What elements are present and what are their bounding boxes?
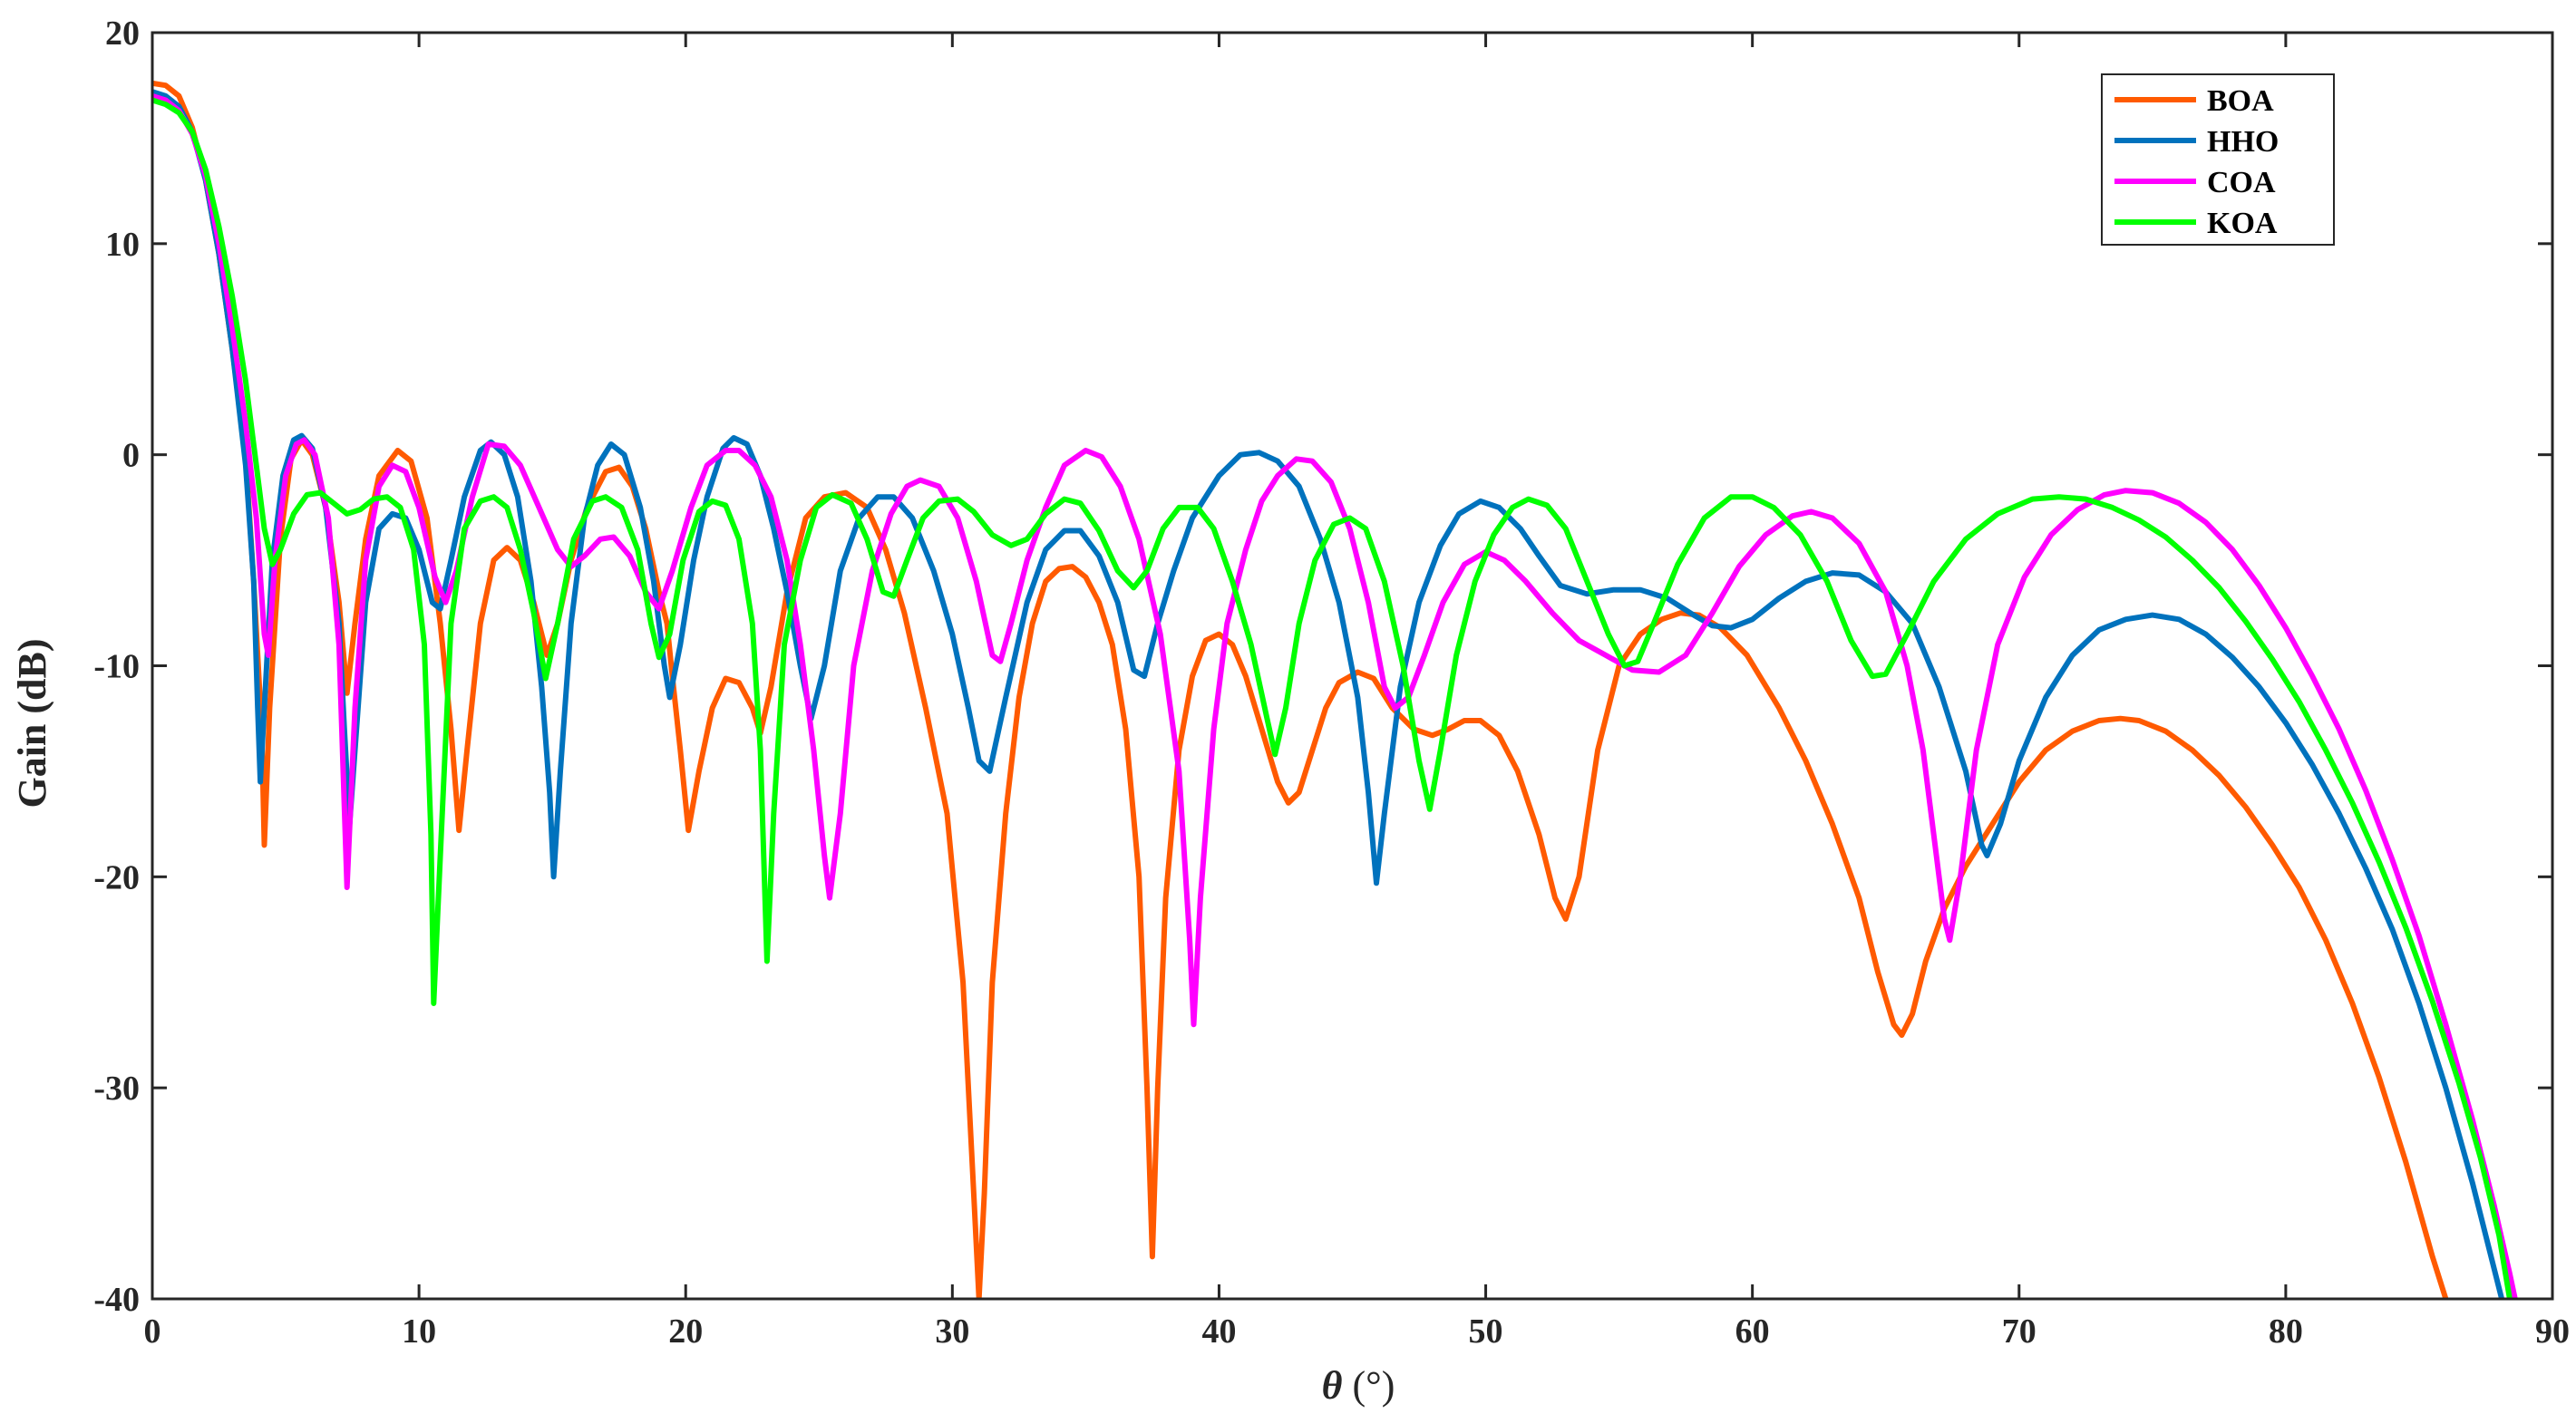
y-tick-label: -30 <box>93 1070 140 1108</box>
x-tick-label: 30 <box>935 1312 969 1351</box>
legend-item-hho: HHO <box>2114 125 2279 159</box>
legend-box <box>2101 73 2335 246</box>
x-tick-label: 80 <box>2269 1312 2303 1351</box>
legend-label: BOA <box>2207 84 2274 118</box>
y-tick-label: -40 <box>93 1281 140 1319</box>
legend-label: COA <box>2207 166 2276 199</box>
series-line-hho <box>152 89 2505 1299</box>
series-line-coa <box>152 92 2518 1299</box>
y-tick-label: -10 <box>93 648 140 686</box>
ticks-layer <box>151 31 2554 1301</box>
x-tick-label: 20 <box>668 1312 703 1351</box>
legend-item-coa: COA <box>2114 166 2276 199</box>
legend-item-boa: BOA <box>2114 84 2274 118</box>
legend-label: KOA <box>2207 207 2278 240</box>
x-axis-label-symbol: θ <box>1322 1363 1343 1408</box>
x-axis-label-unit: (°) <box>1342 1363 1395 1408</box>
x-tick-label: 60 <box>1735 1312 1770 1351</box>
y-axis-label: Gain (dB) <box>10 638 54 808</box>
y-tick-label: -20 <box>93 858 140 896</box>
x-tick-label: 40 <box>1201 1312 1236 1351</box>
legend-items: BOA HHO COA KOA <box>2114 84 2279 240</box>
x-tick-label: 90 <box>2535 1312 2570 1351</box>
y-tick-label: 10 <box>105 226 140 264</box>
tick-labels-layer: 0 10 20 30 40 50 60 70 80 90 -40 -30 -20 -10 0 10 20 <box>93 15 2570 1351</box>
x-tick-label: 50 <box>1469 1312 1503 1351</box>
x-axis-label: θ (°) <box>1322 1363 1395 1408</box>
legend-item-koa: KOA <box>2114 207 2278 240</box>
y-tick-label: 0 <box>122 437 140 475</box>
legend-label: HHO <box>2207 125 2279 159</box>
x-tick-label: 70 <box>2002 1312 2036 1351</box>
x-tick-label: 10 <box>402 1312 436 1351</box>
series-line-koa <box>152 97 2513 1299</box>
series-layer <box>152 80 2518 1299</box>
x-tick-label: 0 <box>144 1312 161 1351</box>
y-tick-label: 20 <box>105 15 140 53</box>
legend: BOA HHO COA KOA <box>2101 73 2335 246</box>
